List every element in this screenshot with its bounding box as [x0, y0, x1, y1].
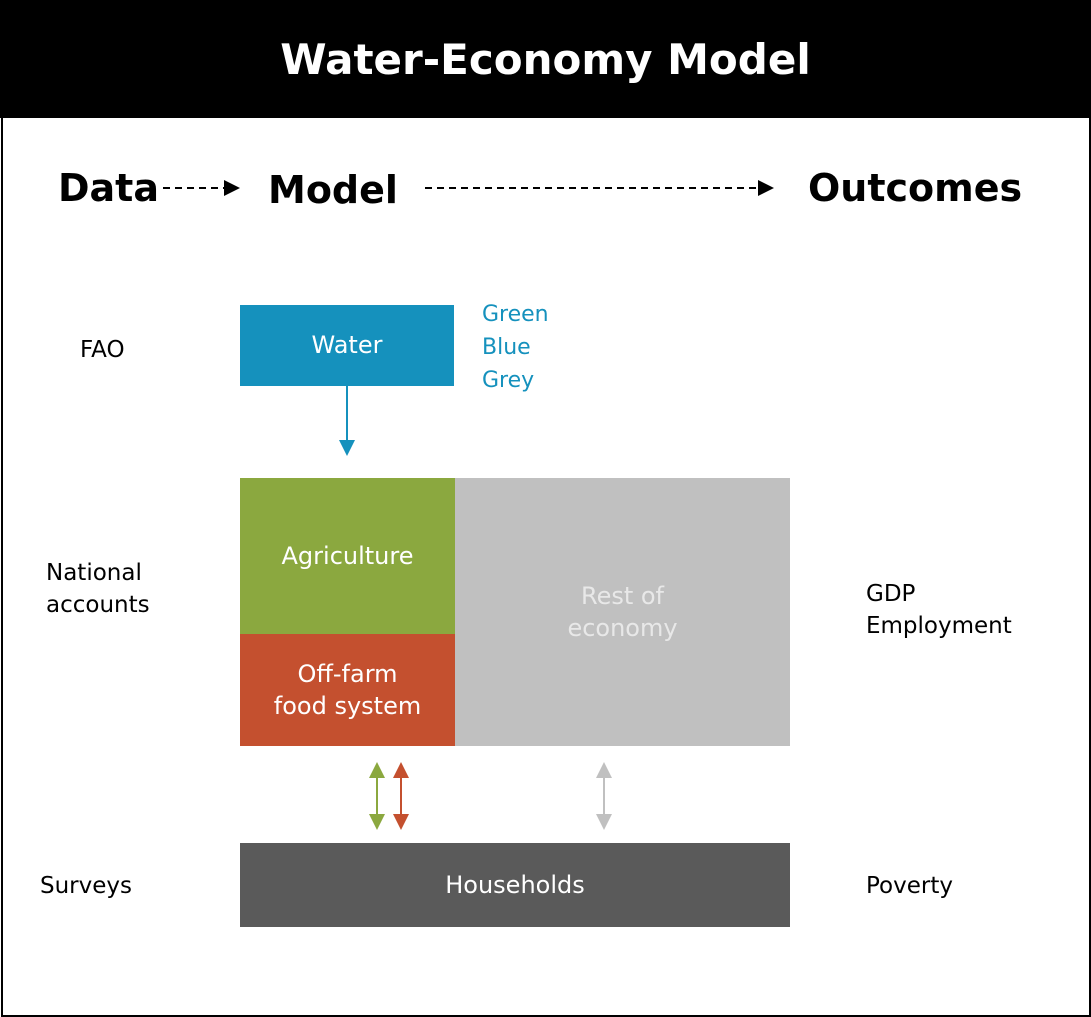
stage: Model [268, 168, 398, 212]
title-bar: Water-Economy Model [0, 0, 1091, 118]
outcome: Poverty [866, 870, 953, 902]
node-label: Households [445, 870, 585, 899]
food-box: Off-farm food system [240, 634, 455, 746]
outcome-item: GDP [866, 581, 916, 607]
node-label: Off-farm food system [273, 659, 422, 720]
title: Water-Economy Model [280, 34, 811, 84]
rest-box: Rest of economy [455, 478, 790, 746]
data-source: Surveys [40, 873, 132, 899]
note: Blue [482, 335, 531, 360]
data-source: FAO [80, 337, 125, 363]
agriculture-box: Agriculture [240, 478, 455, 634]
node-label: Agriculture [281, 541, 414, 570]
stage: Outcomes [808, 166, 1023, 210]
note: Green [482, 302, 549, 327]
outcome-item: Poverty [866, 873, 953, 899]
water-box: Water [240, 305, 454, 386]
node-label: Water [311, 331, 383, 360]
households-box: Households [240, 843, 790, 927]
node-label: Rest of economy [567, 581, 678, 642]
outcome-item: Employment [866, 613, 1012, 640]
outcome: GDP Employment [866, 578, 1012, 642]
data-source: National accounts [46, 560, 150, 619]
stage: Data [58, 166, 159, 210]
note: Grey [482, 368, 535, 393]
water-notes: Green Blue Grey [482, 298, 549, 397]
